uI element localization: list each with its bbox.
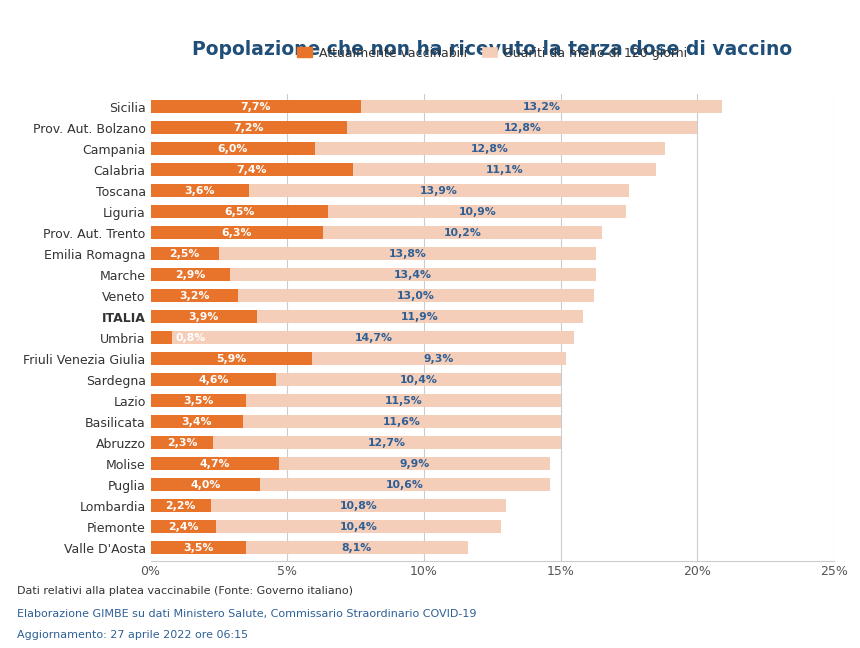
Bar <box>150 247 596 260</box>
Title: Popolazione che non ha ricevuto la terza dose di vaccino: Popolazione che non ha ricevuto la terza… <box>193 40 792 59</box>
Bar <box>150 394 246 408</box>
Text: 11,6%: 11,6% <box>384 417 421 427</box>
Text: 2,5%: 2,5% <box>169 249 200 259</box>
Text: Aggiornamento: 27 aprile 2022 ore 06:15: Aggiornamento: 27 aprile 2022 ore 06:15 <box>17 630 249 640</box>
Text: 2,9%: 2,9% <box>175 270 206 280</box>
Bar <box>150 226 322 239</box>
Text: 10,6%: 10,6% <box>386 480 424 490</box>
Bar <box>150 415 243 428</box>
Bar <box>150 353 312 365</box>
Bar <box>150 205 329 218</box>
Text: 5,9%: 5,9% <box>216 354 246 364</box>
Text: 3,9%: 3,9% <box>188 312 219 321</box>
Bar <box>150 184 629 197</box>
Bar <box>150 520 501 533</box>
Text: 9,9%: 9,9% <box>399 459 429 469</box>
Bar <box>150 205 626 218</box>
Text: 13,2%: 13,2% <box>523 102 561 111</box>
Text: 2,4%: 2,4% <box>168 522 199 532</box>
Text: 3,2%: 3,2% <box>179 291 210 301</box>
Text: 7,7%: 7,7% <box>241 102 271 111</box>
Text: 13,4%: 13,4% <box>394 270 432 280</box>
Text: 0,8%: 0,8% <box>175 333 206 343</box>
Bar <box>150 121 347 134</box>
Bar <box>150 478 550 491</box>
Bar <box>150 436 561 449</box>
Bar <box>150 394 561 408</box>
Bar <box>150 226 602 239</box>
Text: 3,5%: 3,5% <box>183 543 213 553</box>
Bar <box>150 373 561 386</box>
Text: 10,9%: 10,9% <box>458 207 496 216</box>
Text: 6,5%: 6,5% <box>224 207 255 216</box>
Bar <box>150 520 216 533</box>
Bar <box>150 268 230 281</box>
Text: Dati relativi alla platea vaccinabile (Fonte: Governo italiano): Dati relativi alla platea vaccinabile (F… <box>17 586 353 596</box>
Bar <box>150 500 506 513</box>
Text: 13,9%: 13,9% <box>420 185 458 196</box>
Bar <box>150 457 550 470</box>
Text: 3,5%: 3,5% <box>183 396 213 406</box>
Bar <box>150 268 596 281</box>
Bar <box>150 500 211 513</box>
Text: 2,3%: 2,3% <box>167 438 197 448</box>
Text: 4,6%: 4,6% <box>198 375 229 385</box>
Bar <box>150 478 260 491</box>
Bar <box>150 541 246 555</box>
Text: 3,6%: 3,6% <box>185 185 215 196</box>
Text: 12,7%: 12,7% <box>368 438 406 448</box>
Text: 12,8%: 12,8% <box>470 144 508 154</box>
Text: 7,4%: 7,4% <box>237 165 267 174</box>
Bar <box>150 100 722 113</box>
Bar <box>150 310 257 323</box>
Bar <box>150 541 468 555</box>
Bar <box>150 121 697 134</box>
Text: 4,7%: 4,7% <box>200 459 230 469</box>
Bar <box>150 436 213 449</box>
Text: 10,8%: 10,8% <box>340 501 378 511</box>
Bar <box>150 184 249 197</box>
Text: 6,3%: 6,3% <box>221 227 252 238</box>
Text: Elaborazione GIMBE su dati Ministero Salute, Commissario Straordinario COVID-19: Elaborazione GIMBE su dati Ministero Sal… <box>17 609 476 619</box>
Text: 13,0%: 13,0% <box>396 291 434 301</box>
Text: 13,8%: 13,8% <box>389 249 427 259</box>
Bar <box>150 100 361 113</box>
Text: 10,2%: 10,2% <box>443 227 482 238</box>
Bar <box>150 415 561 428</box>
Bar <box>150 457 279 470</box>
Text: 2,2%: 2,2% <box>165 501 196 511</box>
Bar <box>150 247 218 260</box>
Text: 9,3%: 9,3% <box>424 354 454 364</box>
Text: 11,1%: 11,1% <box>486 165 524 174</box>
Text: 10,4%: 10,4% <box>400 375 438 385</box>
Text: 14,7%: 14,7% <box>354 333 392 343</box>
Legend: Attualmente vaccinabili, Guariti da meno di 120 giorni: Attualmente vaccinabili, Guariti da meno… <box>298 47 687 60</box>
Text: 3,4%: 3,4% <box>181 417 212 427</box>
Bar <box>150 289 238 302</box>
Text: 11,5%: 11,5% <box>384 396 422 406</box>
Bar <box>150 142 315 155</box>
Bar <box>150 353 566 365</box>
Text: 6,0%: 6,0% <box>218 144 248 154</box>
Bar <box>150 373 276 386</box>
Bar <box>150 142 665 155</box>
Bar <box>150 310 582 323</box>
Text: 10,4%: 10,4% <box>340 522 378 532</box>
Text: 8,1%: 8,1% <box>342 543 372 553</box>
Bar <box>150 163 656 176</box>
Text: 7,2%: 7,2% <box>234 122 264 133</box>
Text: 4,0%: 4,0% <box>190 480 220 490</box>
Bar <box>150 331 574 344</box>
Bar <box>150 331 172 344</box>
Text: 11,9%: 11,9% <box>401 312 439 321</box>
Bar <box>150 289 593 302</box>
Text: 12,8%: 12,8% <box>503 122 542 133</box>
Bar <box>150 163 353 176</box>
